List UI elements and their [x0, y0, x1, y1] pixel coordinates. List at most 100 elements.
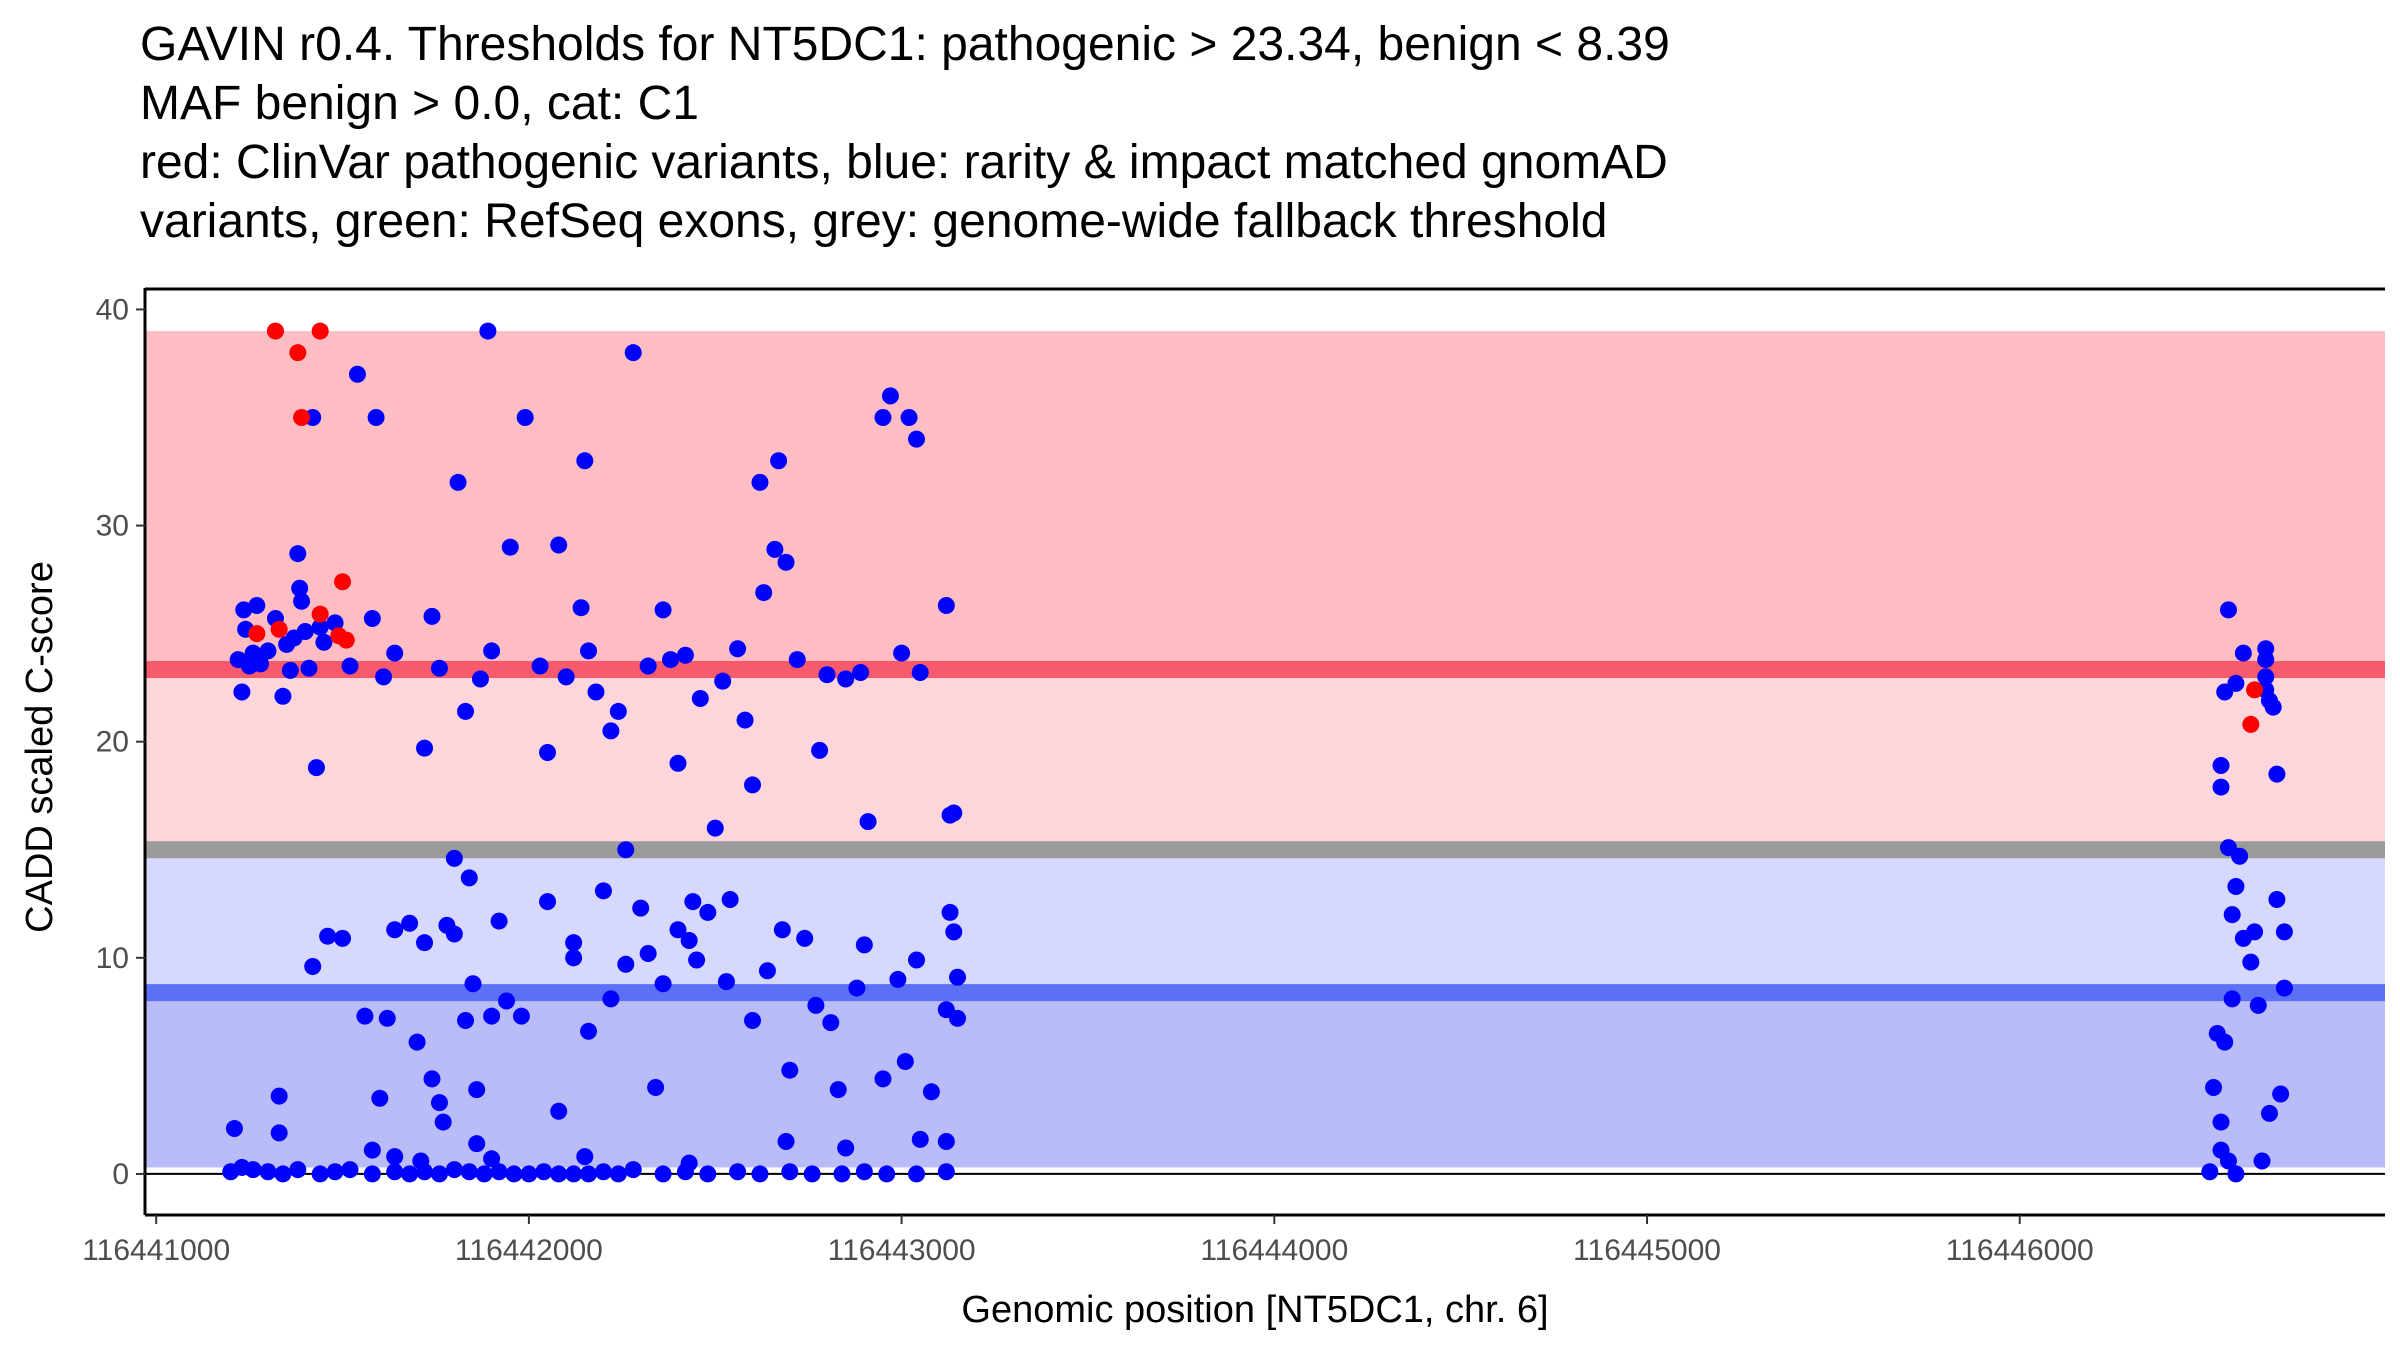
x-tick-label: 116446000 — [1946, 1234, 2094, 1267]
gnomad-point — [662, 651, 680, 669]
gnomad-point — [2272, 1085, 2290, 1103]
gnomad-point — [326, 614, 344, 632]
y-axis-title: CADD scaled C-score — [19, 561, 61, 933]
gnomad-point — [654, 601, 672, 619]
gnomad-point — [580, 1165, 598, 1183]
gnomad-point — [386, 921, 404, 939]
band-intermediate — [145, 669, 2385, 844]
gnomad-point — [896, 1053, 914, 1071]
gnomad-point — [911, 1130, 929, 1148]
gnomad-point — [2268, 890, 2286, 908]
gnomad-point — [334, 929, 352, 947]
gnomad-point — [291, 579, 309, 597]
gnomad-point — [580, 1022, 598, 1040]
gnomad-point — [512, 1007, 530, 1025]
title-line-3: red: ClinVar pathogenic variants, blue: … — [140, 136, 1668, 189]
gnomad-point — [751, 1165, 769, 1183]
gnomad-point — [248, 597, 266, 615]
gnomad-point — [233, 683, 251, 701]
gnomad-point — [516, 409, 534, 427]
gnomad-point — [811, 741, 829, 759]
gnomad-point — [2223, 906, 2241, 924]
gnomad-point — [617, 841, 635, 859]
axes: 0 10 20 30 40 116441000 116442000 116443000 1164… — [82, 287, 2385, 1267]
gnomad-point — [729, 1163, 747, 1181]
gnomad-point — [796, 929, 814, 947]
gnomad-point — [539, 893, 557, 911]
title-line-2: MAF benign > 0.0, cat: C1 — [140, 77, 699, 130]
gnomad-point — [2212, 756, 2230, 774]
gnomad-point — [289, 1161, 307, 1179]
gnomad-point — [908, 430, 926, 448]
gnomad-point — [2227, 1165, 2245, 1183]
gnomad-point — [274, 687, 292, 705]
threshold-bands — [145, 331, 2385, 1168]
gnomad-point — [587, 683, 605, 701]
clinvar-point — [334, 573, 352, 591]
gnomad-point — [445, 1161, 463, 1179]
gnomad-point — [647, 1078, 665, 1096]
clinvar-point — [270, 620, 288, 638]
gnomad-point — [550, 1165, 568, 1183]
gnomad-point — [259, 642, 277, 660]
gnomad-point — [609, 1165, 627, 1183]
gnomad-point — [416, 739, 434, 757]
gnomad-point — [881, 387, 899, 405]
gnomad-point — [848, 979, 866, 997]
gnomad-point — [751, 473, 769, 491]
gnomad-point — [2275, 923, 2293, 941]
gnomad-point — [490, 1163, 508, 1181]
gnomad-point — [758, 962, 776, 980]
gnomad-point — [680, 932, 698, 950]
gnomad-point — [296, 622, 314, 640]
title-line-1: GAVIN r0.4. Thresholds for NT5DC1: patho… — [140, 18, 1670, 71]
gnomad-point — [833, 1165, 851, 1183]
gnomad-point — [609, 702, 627, 720]
gnomad-point — [434, 1113, 452, 1131]
gnomad-point — [356, 1007, 374, 1025]
gnomad-point — [479, 322, 497, 340]
gnomad-point — [501, 538, 519, 556]
gnomad-point — [520, 1165, 538, 1183]
gnomad-point — [2264, 698, 2282, 716]
gnomad-point — [699, 1165, 717, 1183]
gnomad-point — [535, 1163, 553, 1181]
gnomad-point — [539, 744, 557, 761]
gnomad-point — [837, 1139, 855, 1157]
gnomad-point — [341, 657, 359, 675]
y-tick-label: 20 — [96, 726, 129, 759]
gnomad-point — [386, 644, 404, 662]
gnomad-point — [293, 592, 311, 610]
y-tick-label: 30 — [96, 510, 129, 543]
gnomad-point — [341, 1161, 359, 1179]
data-points — [222, 322, 2293, 1183]
gnomad-point — [367, 409, 385, 427]
gnomad-point — [602, 990, 620, 1008]
gnomad-point — [468, 1081, 486, 1099]
gnomad-point — [878, 1165, 896, 1183]
gnomad-point — [852, 664, 870, 682]
gnomad-point — [319, 927, 337, 945]
gnomad-point — [684, 893, 702, 911]
clinvar-point — [289, 344, 307, 362]
gnomad-point — [483, 1007, 501, 1025]
gnomad-point — [594, 1163, 612, 1181]
gnomad-point — [688, 951, 706, 969]
gnomad-point — [2257, 668, 2275, 686]
gnomad-point — [2227, 674, 2245, 692]
gnomad-point — [2219, 601, 2237, 619]
gnomad-point — [937, 597, 955, 615]
gnomad-point — [483, 1150, 501, 1168]
gnomad-point — [788, 651, 806, 669]
gnomad-point — [490, 912, 508, 930]
gnomad-point — [304, 957, 322, 975]
gnomad-point — [445, 849, 463, 867]
gnomad-point — [594, 882, 612, 900]
gnomad-point — [2212, 778, 2230, 796]
gnomad-point — [937, 1133, 955, 1151]
gnomad-point — [818, 666, 836, 684]
gnomad-point — [2223, 990, 2241, 1008]
band-benign-upper — [145, 856, 2385, 993]
gnomad-point — [401, 914, 419, 932]
x-axis-title: Genomic position [NT5DC1, chr. 6] — [961, 1289, 1548, 1331]
